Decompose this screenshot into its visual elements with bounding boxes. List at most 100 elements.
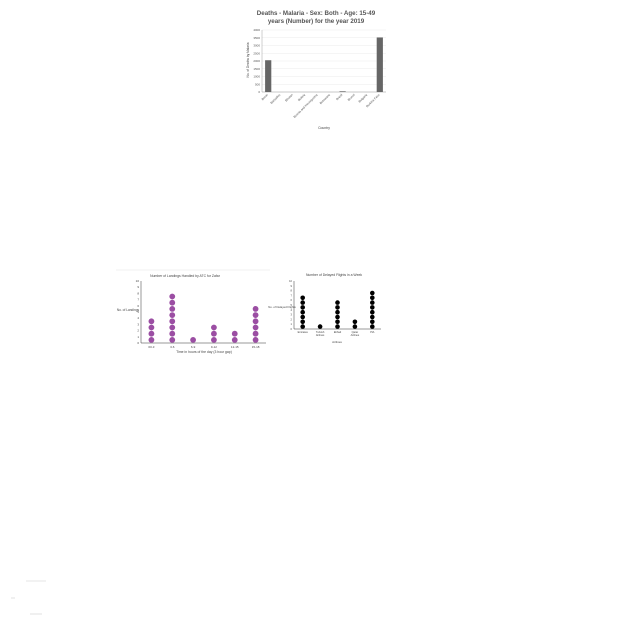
dot-marker xyxy=(252,318,259,325)
dot-marker xyxy=(252,330,259,337)
dot-marker xyxy=(169,318,176,325)
x-axis-label: Country xyxy=(318,126,330,130)
malaria-bar-chart: Deaths - Malaria - Sex: Both - Age: 15-4… xyxy=(246,10,386,130)
dot-marker xyxy=(370,319,375,325)
y-axis-label: No. of Deaths by Malaria xyxy=(246,42,250,77)
dot-marker xyxy=(252,324,259,331)
y-axis-label: No. of Delayed Flights xyxy=(268,305,296,309)
dot-marker xyxy=(169,293,176,300)
bar xyxy=(265,60,272,92)
dot-marker xyxy=(370,314,375,320)
dot-marker xyxy=(335,305,340,310)
y-tick-label: 10 xyxy=(136,279,140,283)
x-tick-label: Barbados xyxy=(269,93,281,105)
dot-marker xyxy=(148,337,155,343)
x-tick-label: Bhutan xyxy=(284,93,294,103)
dot-marker xyxy=(211,324,217,331)
dot-marker xyxy=(370,290,375,296)
x-tick-label: 12-15 xyxy=(231,345,239,349)
y-tick-label: 0 xyxy=(258,90,260,94)
y-tick-label: 1500 xyxy=(253,67,260,71)
dot-marker xyxy=(370,309,375,315)
dot-marker xyxy=(169,312,176,318)
x-tick-label: Emirates xyxy=(298,330,309,334)
dot-marker xyxy=(300,295,306,301)
dot-marker xyxy=(352,319,358,325)
x-tick-label: Botswana xyxy=(319,93,331,105)
chart-title-line-1: Deaths - Malaria - Sex: Both - Age: 15-4… xyxy=(257,10,376,17)
y-tick-label: 1 xyxy=(137,335,139,339)
dot-marker xyxy=(300,300,306,305)
dot-marker xyxy=(370,305,375,310)
bar xyxy=(376,37,383,92)
dot-marker xyxy=(252,337,259,343)
y-tick-label: 8 xyxy=(137,291,139,295)
y-tick-label: 6 xyxy=(291,298,293,302)
y-tick-label: 3000 xyxy=(253,44,260,48)
dot-marker xyxy=(148,324,155,331)
y-tick-label: 7 xyxy=(291,293,293,297)
delayed-flights-dot-plot: Number of Delayed Flights in a Week No. … xyxy=(268,273,381,344)
y-tick-label: 2500 xyxy=(253,51,260,55)
y-tick-label: 0 xyxy=(291,327,293,331)
dot-marker xyxy=(211,337,217,343)
thumbnail-dot-plot xyxy=(11,580,46,615)
x-tick-label: Etihad xyxy=(334,330,342,334)
landings-dot-plot: Number of Landings Handled by ATC for Za… xyxy=(116,269,270,354)
x-axis-label: Time in hours of the day (3 hour gap) xyxy=(176,350,232,354)
x-tick-label: Brazil xyxy=(335,93,343,101)
dot-marker xyxy=(190,337,196,343)
y-axis-label-line-1: No. of Landings xyxy=(117,308,140,312)
y-tick-label: 1 xyxy=(291,322,293,326)
dot-marker xyxy=(370,300,375,305)
dot-marker xyxy=(252,312,259,318)
x-tick-label: Turkish xyxy=(316,330,325,334)
dot-marker xyxy=(300,324,306,329)
dot-marker xyxy=(317,324,323,329)
dot-marker xyxy=(148,330,155,337)
chart-title-line-2: years (Number) for the year 2019 xyxy=(268,18,365,25)
dot-marker xyxy=(252,306,259,312)
y-tick-label: 7 xyxy=(137,298,139,302)
y-tick-label: 5 xyxy=(137,310,139,314)
dot-marker xyxy=(169,324,176,331)
dot-marker xyxy=(370,295,375,301)
y-tick-label: 4 xyxy=(291,308,293,312)
y-tick-label: 4000 xyxy=(253,28,260,32)
y-tick-label: 3 xyxy=(137,322,139,326)
x-tick-label: 6-9 xyxy=(191,345,196,349)
dot-marker xyxy=(370,324,375,329)
dot-marker xyxy=(335,314,340,320)
dot-marker xyxy=(300,309,306,315)
dot-marker xyxy=(231,337,238,343)
x-axis-label: Airlines xyxy=(332,340,342,344)
dot-marker xyxy=(211,330,217,337)
dot-marker xyxy=(352,324,358,329)
dot-marker xyxy=(231,330,238,337)
dot-marker xyxy=(148,318,155,325)
x-tick-label: Brunei xyxy=(347,93,356,102)
dot-marker xyxy=(169,306,176,312)
y-tick-label: 3 xyxy=(291,313,293,317)
dot-marker xyxy=(335,300,340,305)
y-tick-label: 10 xyxy=(289,279,292,283)
y-tick-label: 3500 xyxy=(253,36,260,40)
x-tick-label: 3-6 xyxy=(170,345,175,349)
dot-marker xyxy=(300,305,306,310)
y-tick-label: 8 xyxy=(291,289,293,293)
x-tick-label: Benin xyxy=(261,93,269,101)
chart-title: Number of Delayed Flights in a Week xyxy=(306,273,362,277)
y-tick-label: 2000 xyxy=(253,59,260,63)
y-tick-label: 9 xyxy=(137,285,139,289)
bar xyxy=(339,91,346,92)
dot-marker xyxy=(335,324,340,329)
dot-marker xyxy=(169,337,176,343)
dot-marker xyxy=(335,319,340,325)
y-tick-label: 2 xyxy=(291,317,293,321)
x-tick-label: Qatar xyxy=(352,330,359,334)
dot-marker xyxy=(300,314,306,320)
x-tick-label: PIA xyxy=(370,330,374,334)
x-tick-label: Bosnia and Herzegovina xyxy=(293,93,319,119)
y-tick-label: 1000 xyxy=(253,75,260,79)
dot-marker xyxy=(335,309,340,315)
